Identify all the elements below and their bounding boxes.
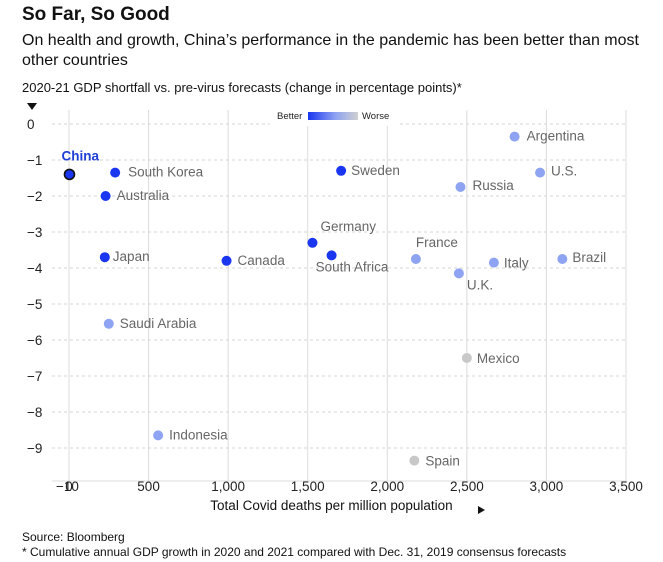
data-points: China South Korea Australia Japan Canada Germ… bbox=[61, 129, 606, 469]
grid-lines bbox=[52, 110, 627, 482]
point-label: China bbox=[61, 148, 99, 163]
point-label: Italy bbox=[504, 256, 529, 271]
point-germany bbox=[307, 237, 318, 248]
x-tick-label: 2,000 bbox=[370, 479, 404, 494]
y-axis-label: 2020-21 GDP shortfall vs. pre-virus fore… bbox=[22, 80, 462, 95]
chart-subtitle: On health and growth, China’s performanc… bbox=[22, 32, 639, 69]
point-italy bbox=[488, 257, 499, 268]
point-label: Argentina bbox=[527, 129, 585, 144]
axis-ticks: −100 500 1,000 1,500 2,000 2,500 3,000 3,5000−1… bbox=[27, 117, 643, 494]
source-note: Source: Bloomberg bbox=[22, 530, 125, 544]
point-saudi-arabia bbox=[103, 318, 114, 329]
y-axis-arrow-icon bbox=[27, 103, 37, 110]
point-france bbox=[410, 254, 421, 264]
point-china bbox=[63, 168, 76, 181]
y-tick-label: −4 bbox=[27, 261, 43, 276]
x-axis-label: Total Covid deaths per million populatio… bbox=[210, 498, 453, 513]
y-tick-label: −3 bbox=[27, 225, 42, 240]
point-label: Russia bbox=[472, 178, 514, 193]
x-tick-label: 1,000 bbox=[211, 479, 245, 494]
legend-gradient-bar bbox=[308, 112, 358, 120]
point-label: Brazil bbox=[572, 250, 606, 265]
x-tick-label: −10 bbox=[56, 479, 79, 494]
x-axis-arrow-icon bbox=[478, 506, 485, 514]
point-spain bbox=[409, 455, 420, 466]
point-south-korea bbox=[110, 167, 121, 178]
y-tick-label: −5 bbox=[27, 297, 42, 312]
chart-title: So Far, So Good bbox=[22, 4, 170, 25]
point-label: South Africa bbox=[316, 259, 389, 274]
point-u-k bbox=[453, 268, 464, 279]
x-tick-label: 500 bbox=[137, 479, 160, 494]
point-label: Mexico bbox=[477, 351, 520, 366]
legend: Better Worse bbox=[270, 106, 398, 126]
y-tick-label: −9 bbox=[27, 441, 42, 456]
point-label: Canada bbox=[238, 253, 286, 268]
point-label: South Korea bbox=[128, 165, 204, 180]
point-mexico bbox=[461, 353, 472, 363]
legend-worse-label: Worse bbox=[362, 111, 389, 122]
x-tick-label: 0 bbox=[65, 479, 73, 494]
y-tick-label: −8 bbox=[27, 405, 42, 420]
point-japan bbox=[99, 252, 110, 263]
point-label: France bbox=[416, 235, 458, 250]
point-label: U.K. bbox=[467, 277, 493, 292]
point-label: Spain bbox=[425, 454, 460, 469]
point-south-africa bbox=[326, 250, 337, 261]
x-tick-label: 3,500 bbox=[609, 479, 643, 494]
point-brazil bbox=[557, 254, 568, 264]
footnote: * Cumulative annual GDP growth in 2020 a… bbox=[22, 545, 567, 559]
point-label: Australia bbox=[117, 188, 170, 203]
point-argentina bbox=[509, 131, 520, 142]
point-sweden bbox=[336, 165, 347, 176]
y-tick-label: −1 bbox=[27, 153, 42, 168]
legend-better-label: Better bbox=[277, 111, 302, 122]
y-tick-label: −2 bbox=[27, 189, 42, 204]
point-indonesia bbox=[153, 430, 164, 441]
point-australia bbox=[100, 191, 111, 201]
point-u-s bbox=[535, 167, 546, 178]
point-russia bbox=[455, 182, 466, 192]
point-label: U.S. bbox=[551, 164, 577, 179]
point-label: Saudi Arabia bbox=[120, 316, 197, 331]
point-label: Germany bbox=[320, 219, 376, 234]
x-tick-label: 2,500 bbox=[450, 479, 484, 494]
point-label: Indonesia bbox=[169, 427, 228, 442]
point-label: Japan bbox=[113, 249, 150, 264]
y-tick-label: 0 bbox=[27, 117, 35, 132]
point-canada bbox=[221, 255, 232, 266]
y-tick-label: −7 bbox=[27, 369, 42, 384]
x-tick-label: 1,500 bbox=[291, 479, 325, 494]
x-tick-label: 3,000 bbox=[530, 479, 564, 494]
point-label: Sweden bbox=[351, 163, 400, 178]
y-tick-label: −6 bbox=[27, 333, 42, 348]
